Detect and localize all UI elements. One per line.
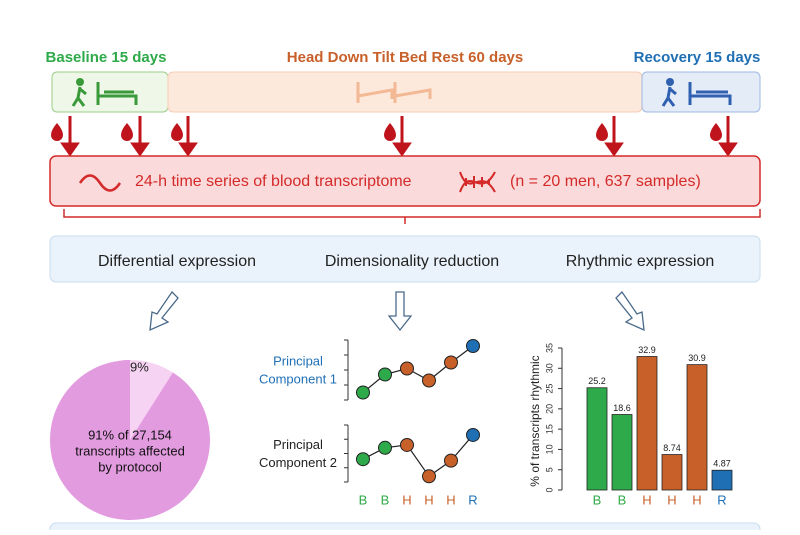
bar-value-label: 32.9 (638, 345, 656, 355)
analysis-box (49, 235, 761, 283)
pc-point (444, 453, 458, 468)
bar-value-label: 4.87 (713, 459, 731, 469)
bottom-box (49, 522, 761, 535)
y-tick-label: 0 (544, 487, 554, 492)
pc-category: H (424, 492, 433, 507)
bracket (63, 209, 761, 224)
pc-point (400, 437, 414, 452)
bar-value-label: 30.9 (688, 353, 706, 363)
x-tick-label: B (593, 492, 602, 507)
analysis-label: Differential expression (98, 253, 256, 270)
bar-value-label: 8.74 (663, 443, 681, 453)
bedrest-box (167, 71, 643, 113)
bar (661, 454, 683, 491)
pc-category: B (381, 492, 390, 507)
x-tick-label: R (717, 492, 726, 507)
bar (711, 469, 733, 491)
pc-category: H (446, 492, 455, 507)
pie-caption: by protocol (98, 459, 162, 474)
banner-box (49, 155, 761, 207)
bar-value-label: 25.2 (588, 376, 606, 386)
pie-slice (50, 360, 210, 520)
analysis-label: Rhythmic expression (566, 253, 715, 270)
phase-label: Baseline 15 days (46, 49, 167, 66)
pc-point (466, 339, 480, 353)
dna-icon (459, 171, 496, 193)
sampling-arrows (51, 116, 738, 157)
pc-point (444, 355, 458, 370)
pc-point (422, 373, 436, 388)
y-tick-label: 15 (544, 424, 554, 434)
bar (586, 387, 608, 491)
y-tick-label: 35 (544, 343, 554, 353)
pc-point (356, 452, 370, 467)
pie-slice (130, 360, 173, 440)
x-tick-label: H (642, 492, 651, 507)
pc-point (378, 440, 392, 455)
pc-axis (344, 339, 349, 401)
y-tick-label: 25 (544, 384, 554, 394)
pc-name: Component 1 (259, 371, 337, 386)
banner-note: (n = 20 men, 637 samples) (510, 173, 701, 190)
pc-point (356, 385, 370, 400)
phase-label: Recovery 15 days (634, 49, 761, 66)
bar-value-label: 18.6 (613, 403, 631, 413)
down-arrows (149, 290, 645, 332)
pc-category: B (359, 492, 368, 507)
y-tick-label: 20 (544, 404, 554, 414)
y-axis-label: % of transcripts rhythmic (528, 355, 542, 486)
pc-category: H (402, 492, 411, 507)
pc-axis (344, 424, 349, 483)
pc-name: Principal (273, 353, 323, 368)
y-tick-label: 5 (544, 467, 554, 472)
x-tick-label: H (692, 492, 701, 507)
icons (71, 78, 732, 107)
slice-label: 9% (130, 359, 149, 374)
bar (686, 364, 708, 491)
pc-name: Principal (273, 437, 323, 452)
pc-name: Component 2 (259, 455, 337, 470)
pc-line (362, 434, 474, 478)
x-tick-label: H (667, 492, 676, 507)
bar (636, 356, 658, 491)
pc-category: R (468, 492, 477, 507)
bar (611, 414, 633, 491)
pie-caption: 91% of 27,154 (88, 427, 172, 442)
banner-title: 24-h time series of blood transcriptome (135, 173, 412, 190)
analysis-label: Dimensionality reduction (325, 253, 499, 270)
pie-caption: transcripts affected (75, 443, 185, 458)
wave-icon (78, 174, 122, 192)
pc-point (422, 469, 436, 484)
pc-point (400, 361, 414, 376)
pc-point (466, 427, 480, 442)
pc-point (378, 367, 392, 382)
pc-line (362, 345, 474, 393)
phase-label: Head Down Tilt Bed Rest 60 days (287, 49, 523, 66)
x-tick-label: B (618, 492, 627, 507)
y-tick-label: 10 (544, 444, 554, 454)
y-tick-label: 30 (544, 363, 554, 373)
